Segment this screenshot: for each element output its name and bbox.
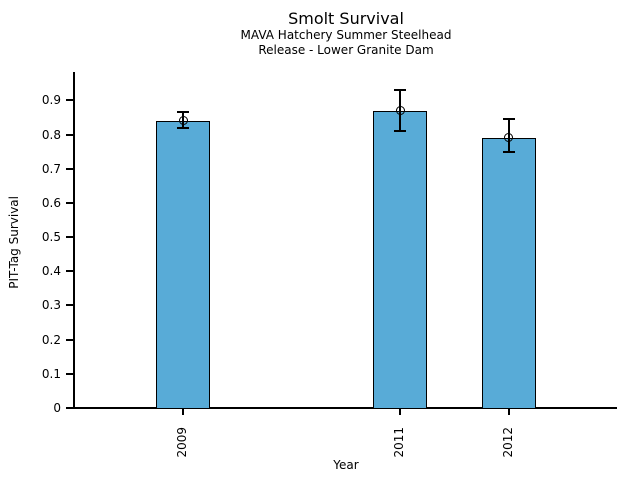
point-marker-circle bbox=[504, 133, 514, 143]
y-tick-label: 0.2 bbox=[41, 332, 61, 347]
chart-subtitle-line1: MAVA Hatchery Summer Steelhead bbox=[240, 28, 452, 42]
y-axis-line bbox=[73, 72, 75, 409]
x-tick bbox=[507, 409, 510, 415]
chart-title: Smolt Survival bbox=[288, 9, 404, 28]
error-bar-cap-top bbox=[177, 111, 190, 114]
y-tick bbox=[66, 236, 74, 239]
point-marker-circle bbox=[178, 116, 188, 126]
y-tick-label: 0 bbox=[53, 401, 61, 415]
y-tick-label: 0.9 bbox=[41, 93, 61, 108]
x-tick bbox=[182, 409, 185, 415]
chart-subtitle-line2: Release - Lower Granite Dam bbox=[258, 43, 434, 57]
y-tick bbox=[66, 167, 74, 170]
error-bar-cap-top bbox=[502, 118, 515, 121]
chart-header: Smolt Survival MAVA Hatchery Summer Stee… bbox=[75, 9, 617, 58]
x-tick-label: 2011 bbox=[392, 427, 407, 458]
error-bar-cap-bottom bbox=[502, 150, 515, 153]
x-tick-label: 2009 bbox=[175, 427, 190, 458]
y-tick-label: 0.5 bbox=[41, 230, 61, 245]
bar bbox=[156, 120, 211, 409]
bar bbox=[481, 137, 536, 409]
y-tick bbox=[66, 133, 74, 136]
x-tick-label: 2012 bbox=[500, 427, 515, 458]
y-tick-label: 0.1 bbox=[41, 366, 61, 381]
y-tick bbox=[66, 338, 74, 341]
y-tick-label: 0.6 bbox=[41, 195, 61, 210]
x-tick bbox=[399, 409, 402, 415]
x-axis-title: Year bbox=[333, 458, 359, 472]
y-tick bbox=[66, 407, 74, 409]
y-tick-label: 0.7 bbox=[41, 161, 61, 176]
y-tick bbox=[66, 99, 74, 102]
y-tick bbox=[66, 201, 74, 204]
x-axis-line bbox=[73, 407, 617, 409]
y-tick-label: 0.3 bbox=[41, 298, 61, 313]
y-tick-label: 0.8 bbox=[41, 127, 61, 142]
bar bbox=[373, 110, 428, 409]
y-tick-label: 0.4 bbox=[41, 264, 61, 279]
error-bar-cap-top bbox=[394, 89, 407, 92]
y-tick bbox=[66, 304, 74, 307]
y-tick bbox=[66, 270, 74, 273]
point-marker-circle bbox=[395, 106, 405, 116]
y-tick bbox=[66, 372, 74, 375]
error-bar-cap-bottom bbox=[394, 130, 407, 133]
error-bar-cap-bottom bbox=[177, 126, 190, 129]
